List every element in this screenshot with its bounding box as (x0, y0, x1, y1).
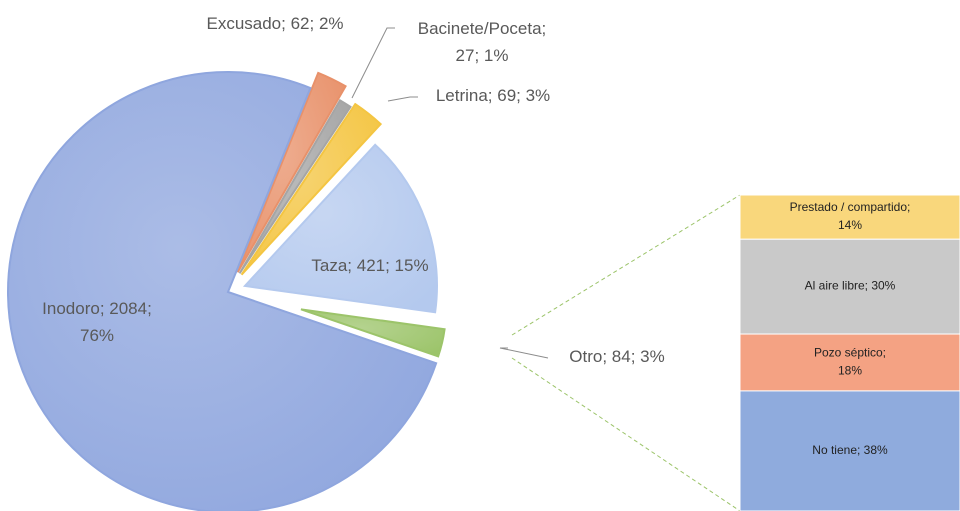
data-label: Letrina; 69; 3% (436, 86, 550, 105)
bar-segment: Pozo séptico (739, 333, 960, 392)
data-label: No tiene; 38% (812, 443, 888, 457)
data-label: Al aire libre; 30% (805, 279, 896, 293)
data-label: Otro; 84; 3% (569, 347, 664, 366)
pie-slice: Excusado (236, 71, 347, 273)
label-line: 27; 1% (456, 46, 509, 65)
data-label: Prestado / compartido; 14% (790, 200, 911, 232)
label-line: 18% (838, 364, 862, 378)
data-label: Taza; 421; 15% (311, 256, 428, 275)
label-line: 14% (838, 218, 862, 232)
pie-slice: Taza (242, 143, 438, 314)
label-line: Bacinete/Poceta; (418, 19, 547, 38)
leader-line (351, 27, 395, 99)
pie-slice: Letrina (240, 102, 383, 276)
leader-line (499, 347, 549, 359)
label-line: 76% (80, 326, 114, 345)
label-line: Inodoro; 2084; (42, 299, 152, 318)
bar-segment: No tiene (739, 390, 960, 511)
label-line: Al aire libre; 30% (805, 279, 896, 293)
bar-segment: Al aire libre (739, 238, 960, 335)
connector (511, 194, 741, 336)
pie-slice: Otro (300, 308, 446, 358)
data-label: Excusado; 62; 2% (206, 14, 343, 33)
leader-line (387, 96, 418, 102)
label-line: No tiene; 38% (812, 443, 888, 457)
label-line: Excusado; 62; 2% (206, 14, 343, 33)
pie-slice: Inodoro (7, 71, 438, 511)
data-label: Bacinete/Poceta; 27; 1% (418, 19, 547, 65)
label-line: Letrina; 69; 3% (436, 86, 550, 105)
label-line: Prestado / compartido; (790, 200, 911, 214)
label-line: Taza; 421; 15% (311, 256, 428, 275)
label-line: Otro; 84; 3% (569, 347, 664, 366)
bar-segment: Prestado / compartido (739, 194, 960, 240)
pie-slice: Bacinete/Poceta (238, 98, 352, 274)
connector (511, 357, 741, 511)
label-line: Pozo séptico; (814, 346, 886, 360)
data-label: Pozo séptico; 18% (814, 346, 886, 378)
data-label: Inodoro; 2084; 76% (42, 299, 152, 345)
